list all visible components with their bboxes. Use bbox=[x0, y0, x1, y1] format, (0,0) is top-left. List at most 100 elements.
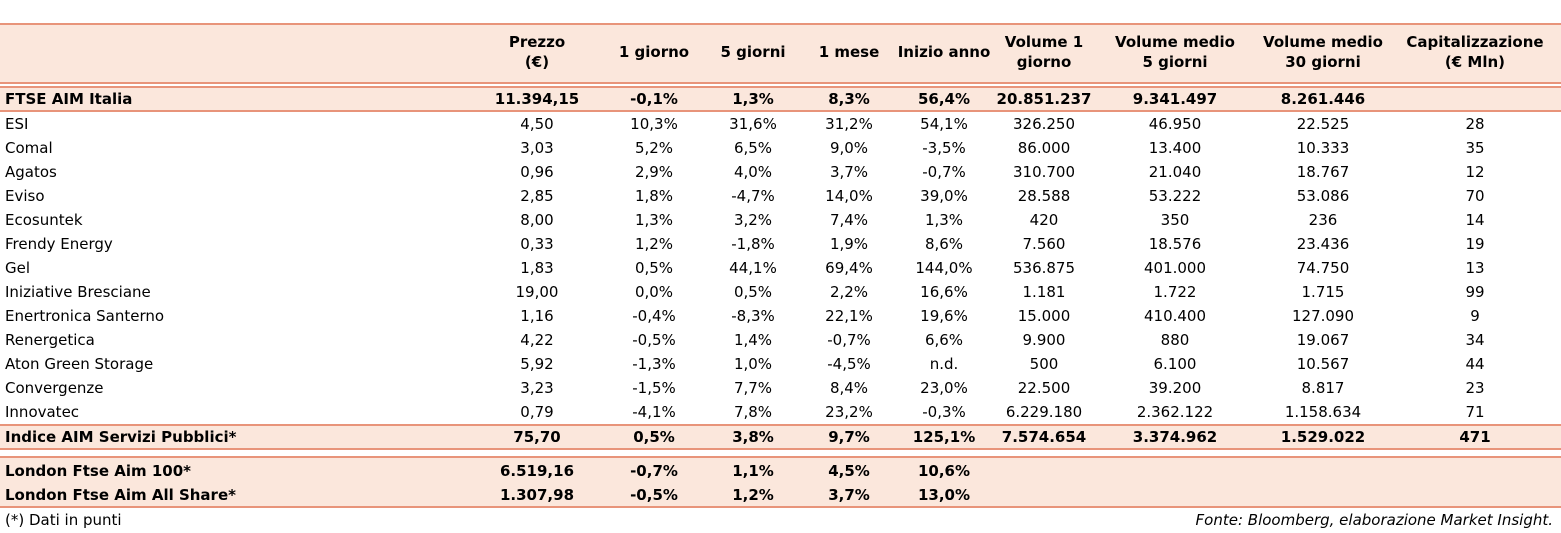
row-value: 6,5% bbox=[733, 139, 773, 157]
footnote: (*) Dati in punti bbox=[5, 511, 122, 529]
row-label: Indice AIM Servizi Pubblici* bbox=[5, 428, 237, 446]
row-value: 3,7% bbox=[829, 163, 869, 181]
row-value: 1,8% bbox=[634, 187, 674, 205]
row-value: -3,5% bbox=[922, 139, 966, 157]
row-value: 1,83 bbox=[520, 259, 554, 277]
row-value: 7.560 bbox=[1022, 235, 1066, 253]
table-row: Convergenze 3,23 -1,5% 7,7% 8,4% 23,0% 22.500 3… bbox=[0, 376, 1561, 400]
row-value: 75,70 bbox=[513, 428, 561, 446]
row-value: 420 bbox=[1029, 211, 1059, 229]
row-value: 23.436 bbox=[1296, 235, 1350, 253]
row-label: Ecosuntek bbox=[5, 211, 83, 229]
table-row: Gel 1,83 0,5% 44,1% 69,4% 144,0% 536.875 401.00… bbox=[0, 256, 1561, 280]
row-value: -1,5% bbox=[632, 379, 676, 397]
row-value: 350 bbox=[1160, 211, 1190, 229]
row-value: 8,4% bbox=[829, 379, 869, 397]
row-value: -4,7% bbox=[731, 187, 775, 205]
row-value: 310.700 bbox=[1012, 163, 1076, 181]
row-value: 39.200 bbox=[1148, 379, 1202, 397]
row-value: 39,0% bbox=[920, 187, 968, 205]
row-value: 3,23 bbox=[520, 379, 554, 397]
row-value: 56,4% bbox=[917, 90, 971, 108]
row-value: 0,0% bbox=[634, 283, 674, 301]
row-value: 13.400 bbox=[1148, 139, 1202, 157]
row-value: 23,2% bbox=[825, 403, 873, 421]
row-value: 1.715 bbox=[1301, 283, 1345, 301]
row-value: 34 bbox=[1465, 331, 1485, 349]
row-value: 10,6% bbox=[917, 462, 971, 480]
row-label: Enertronica Santerno bbox=[5, 307, 165, 325]
row-value: -0,1% bbox=[630, 90, 678, 108]
row-value: 2,85 bbox=[520, 187, 554, 205]
row-value: 8.261.446 bbox=[1280, 90, 1366, 108]
table-row: Innovatec 0,79 -4,1% 7,8% 23,2% -0,3% 6.229.18… bbox=[0, 400, 1561, 424]
row-value: 46.950 bbox=[1148, 115, 1202, 133]
row-value: 20.851.237 bbox=[996, 90, 1092, 108]
row-value: 99 bbox=[1465, 283, 1485, 301]
row-value: 8,3% bbox=[828, 90, 870, 108]
table-row: Renergetica 4,22 -0,5% 1,4% -0,7% 6,6% 9.900 88… bbox=[0, 328, 1561, 352]
col-header-prezzo: Prezzo (€) bbox=[508, 33, 566, 71]
header-rule bbox=[0, 82, 1561, 84]
col-header-1-giorno: 1 giorno bbox=[618, 43, 690, 61]
row-value: 401.000 bbox=[1143, 259, 1207, 277]
row-value: 9 bbox=[1470, 307, 1480, 325]
row-value: 13 bbox=[1465, 259, 1485, 277]
row-value: 44 bbox=[1465, 355, 1485, 373]
row-value: 471 bbox=[1459, 428, 1491, 446]
col-header-volume-5: Volume medio 5 giorni bbox=[1115, 33, 1235, 71]
row-value: 6.229.180 bbox=[1005, 403, 1083, 421]
row-value: 12 bbox=[1465, 163, 1485, 181]
row-value: 6.519,16 bbox=[499, 462, 575, 480]
row-value: 7,4% bbox=[829, 211, 869, 229]
row-value: 1,1% bbox=[732, 462, 774, 480]
row-value: 4,0% bbox=[733, 163, 773, 181]
row-value: 44,1% bbox=[729, 259, 777, 277]
row-label: FTSE AIM Italia bbox=[5, 90, 133, 108]
row-value: 28 bbox=[1465, 115, 1485, 133]
sector-row: Indice AIM Servizi Pubblici* 75,70 0,5% 3,8… bbox=[0, 425, 1561, 449]
header-band bbox=[0, 24, 1561, 82]
col-header-inizio-anno: Inizio anno bbox=[897, 43, 991, 61]
row-value: 31,6% bbox=[729, 115, 777, 133]
row-label: Agatos bbox=[5, 163, 57, 181]
row-label: Frendy Energy bbox=[5, 235, 113, 253]
london-band bbox=[0, 457, 1561, 507]
row-value: 53.086 bbox=[1296, 187, 1350, 205]
row-value: 28.588 bbox=[1017, 187, 1071, 205]
row-value: 0,79 bbox=[520, 403, 554, 421]
row-value: 1.181 bbox=[1022, 283, 1066, 301]
row-value: 500 bbox=[1029, 355, 1059, 373]
row-value: 18.767 bbox=[1296, 163, 1350, 181]
row-value: 2,9% bbox=[634, 163, 674, 181]
row-value: 2.362.122 bbox=[1136, 403, 1214, 421]
row-value: 8,6% bbox=[924, 235, 964, 253]
row-value: 2,2% bbox=[829, 283, 869, 301]
col-header-volume-1: Volume 1 giorno bbox=[1004, 33, 1084, 71]
row-label: Comal bbox=[5, 139, 53, 157]
row-value: 9,7% bbox=[828, 428, 870, 446]
index-band bbox=[0, 86, 1561, 110]
london-top-rule bbox=[0, 456, 1561, 458]
row-value: 4,22 bbox=[520, 331, 554, 349]
row-label: Iniziative Bresciane bbox=[5, 283, 151, 301]
row-value: -4,1% bbox=[632, 403, 676, 421]
row-label: London Ftse Aim All Share* bbox=[5, 486, 236, 504]
row-value: 86.000 bbox=[1017, 139, 1071, 157]
row-value: 1,0% bbox=[733, 355, 773, 373]
row-value: 1.722 bbox=[1153, 283, 1197, 301]
row-value: 69,4% bbox=[825, 259, 873, 277]
row-label: Convergenze bbox=[5, 379, 104, 397]
table-row: Eviso 2,85 1,8% -4,7% 14,0% 39,0% 28.588 53.222… bbox=[0, 184, 1561, 208]
row-value: 6.100 bbox=[1153, 355, 1197, 373]
row-value: 13,0% bbox=[917, 486, 971, 504]
row-value: 1.158.634 bbox=[1284, 403, 1362, 421]
row-value: 127.090 bbox=[1291, 307, 1355, 325]
row-value: 144,0% bbox=[915, 259, 973, 277]
row-value: 8.817 bbox=[1301, 379, 1345, 397]
row-value: 71 bbox=[1465, 403, 1485, 421]
row-label: Renergetica bbox=[5, 331, 95, 349]
col-header-capitalizzazione: Capitalizzazione (€ Mln) bbox=[1406, 33, 1544, 71]
row-value: 10.567 bbox=[1296, 355, 1350, 373]
table-row: Iniziative Bresciane 19,00 0,0% 0,5% 2,2% 16,… bbox=[0, 280, 1561, 304]
